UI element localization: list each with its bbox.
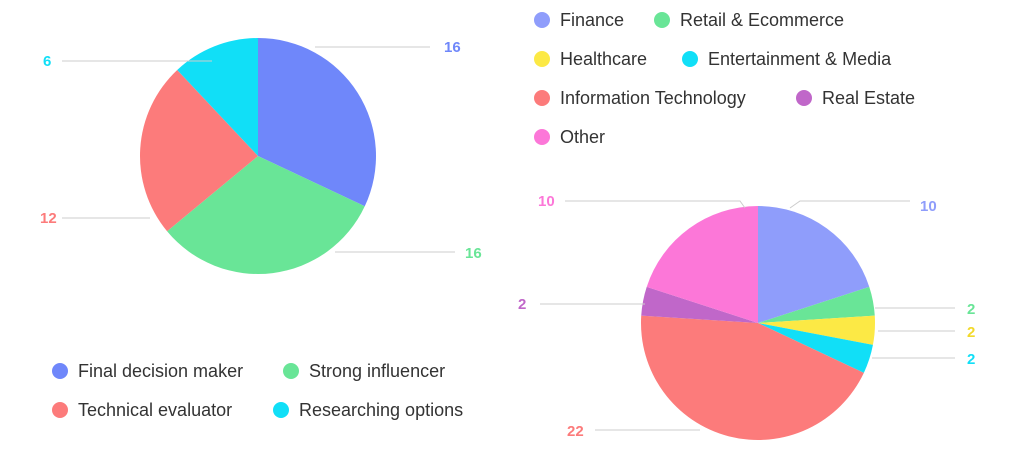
legend-swatch [682,51,698,67]
pie-chart-roles: 16 16 12 6 Final decision maker Strong i… [40,38,482,420]
legend-industries: Finance Retail & Ecommerce Healthcare En… [534,10,915,147]
legend-item-finance: Finance [534,10,624,30]
data-label-other: 10 [538,193,555,210]
data-label-strong-influencer: 16 [465,245,482,262]
data-label-finance: 10 [920,198,937,215]
slice-retail-ecommerce [758,286,875,323]
legend-label: Real Estate [822,88,915,108]
data-label-healthcare: 2 [967,324,975,341]
legend-item-entertainment-media: Entertainment & Media [682,49,892,69]
legend-item-final-decision-maker: Final decision maker [52,361,243,381]
data-label-entertainment-media: 2 [967,351,975,368]
slice-other [646,206,758,323]
legend-item-retail-ecommerce: Retail & Ecommerce [654,10,844,30]
legend-swatch [534,12,550,28]
legend-swatch [534,129,550,145]
slice-real-estate [641,286,758,323]
legend-swatch [273,402,289,418]
legend-label: Healthcare [560,49,647,69]
data-label-technical-evaluator: 12 [40,210,57,227]
legend-label: Entertainment & Media [708,49,892,69]
slice-information-technology [640,315,864,440]
legend-label: Technical evaluator [78,400,232,420]
legend-item-healthcare: Healthcare [534,49,647,69]
legend-item-strong-influencer: Strong influencer [283,361,445,381]
data-label-researching-options: 6 [43,53,51,70]
slice-technical-evaluator [139,69,258,232]
legend-swatch [654,12,670,28]
legend-label: Other [560,127,605,147]
pie-chart-industries: Finance Retail & Ecommerce Healthcare En… [518,10,975,440]
slice-healthcare [758,315,876,345]
legend-label: Strong influencer [309,361,445,381]
legend-label: Researching options [299,400,463,420]
legend-label: Finance [560,10,624,30]
slice-finance [758,206,870,323]
data-label-real-estate: 2 [518,296,526,313]
leader-line-other [565,200,746,209]
legend-swatch [283,363,299,379]
slice-final-decision-maker [258,38,376,207]
leader-line-finance [789,200,910,209]
legend-roles: Final decision maker Strong influencer T… [52,361,463,420]
data-label-final-decision-maker: 16 [444,39,461,56]
data-label-retail-ecommerce: 2 [967,301,975,318]
legend-item-real-estate: Real Estate [796,88,915,108]
slice-strong-influencer [167,156,365,275]
legend-swatch [52,363,68,379]
legend-swatch [52,402,68,418]
legend-swatch [796,90,812,106]
legend-swatch [534,51,550,67]
legend-item-other: Other [534,127,605,147]
legend-label: Retail & Ecommerce [680,10,844,30]
legend-label: Final decision maker [78,361,243,381]
legend-item-technical-evaluator: Technical evaluator [52,400,232,420]
legend-label: Information Technology [560,88,746,108]
legend-item-information-technology: Information Technology [534,88,746,108]
legend-item-researching-options: Researching options [273,400,463,420]
data-label-information-technology: 22 [567,423,584,440]
slice-researching-options [177,38,258,156]
slice-entertainment-media [758,323,873,373]
legend-swatch [534,90,550,106]
